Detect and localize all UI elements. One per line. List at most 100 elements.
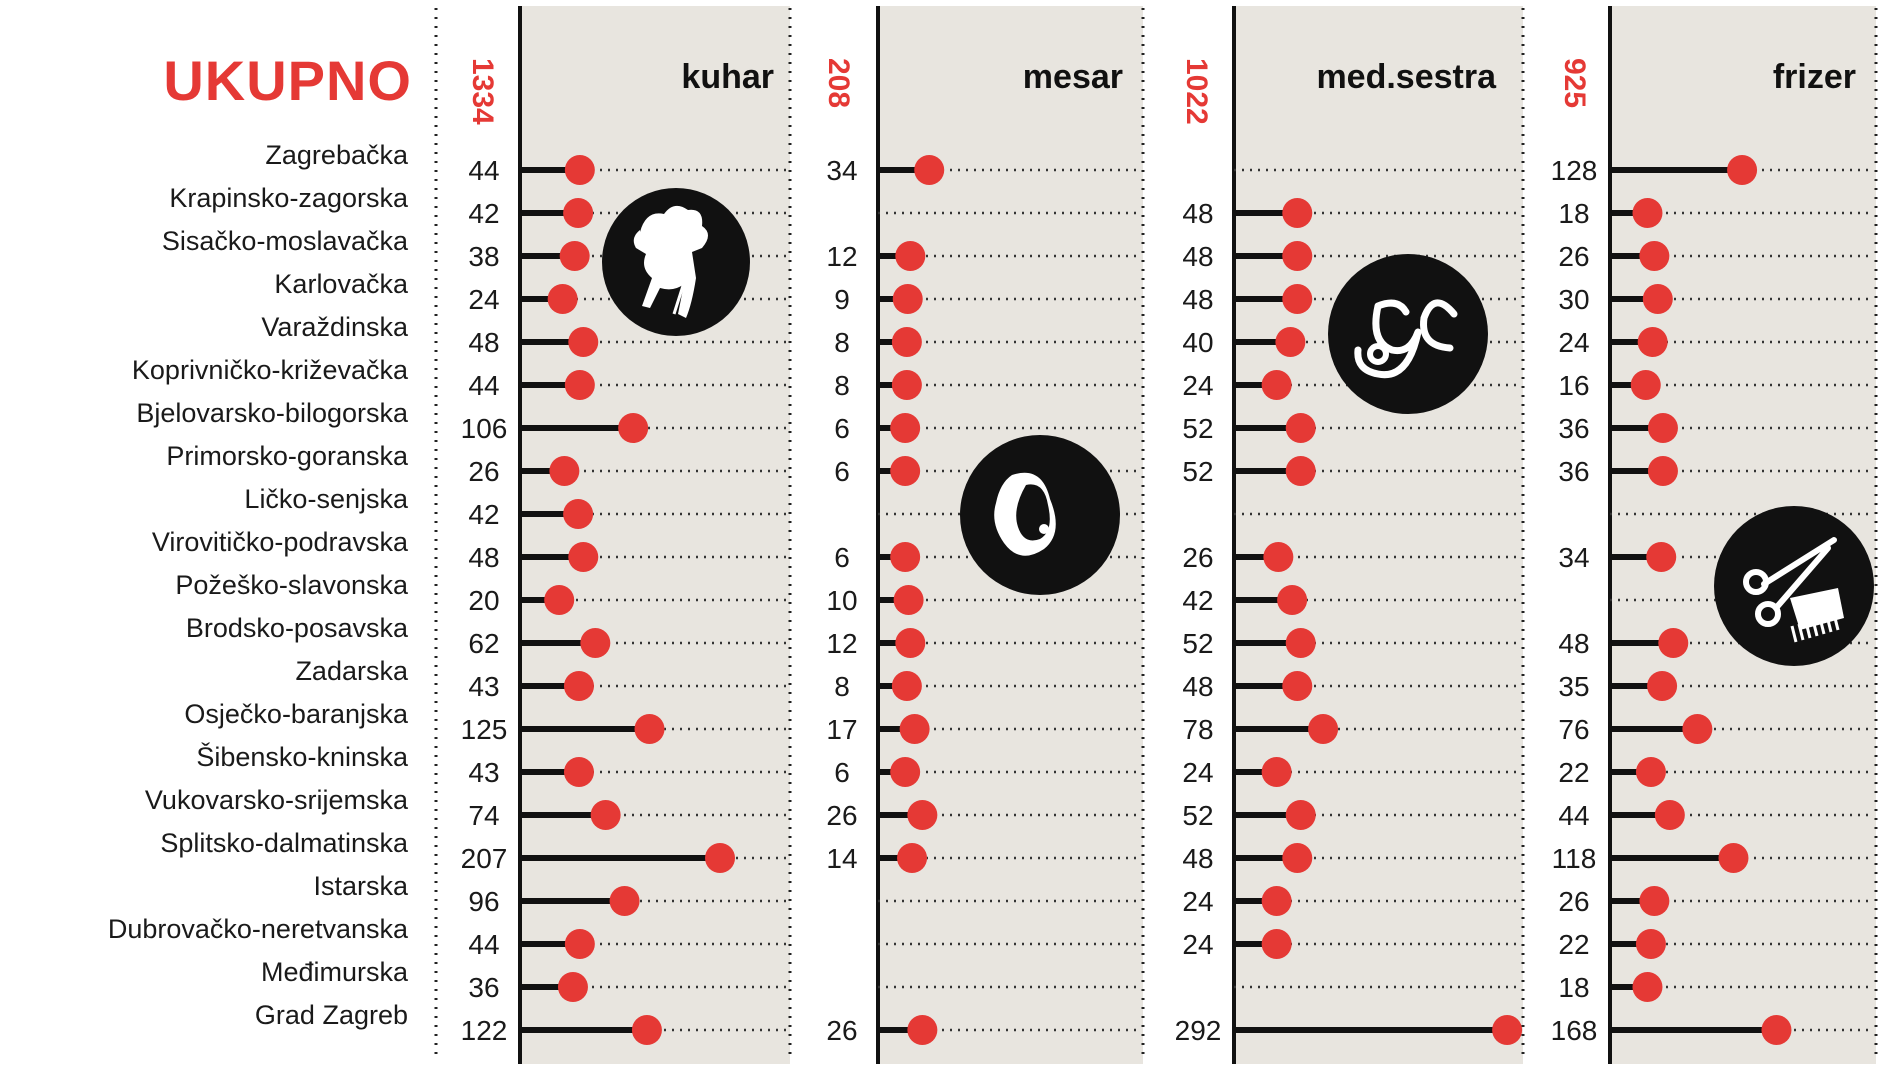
lollipop-dot <box>563 757 594 787</box>
value-label: 168 <box>1551 1015 1598 1046</box>
value-label: 42 <box>1182 585 1213 616</box>
lollipop-marks <box>520 155 1792 1045</box>
lollipop-dot <box>609 886 640 916</box>
lollipop-dot <box>895 241 926 271</box>
panel-background <box>520 6 790 1064</box>
value-label: 52 <box>1182 456 1213 487</box>
value-label: 10 <box>826 585 857 616</box>
lollipop-dot <box>890 413 921 443</box>
panel-title: kuhar <box>681 58 774 96</box>
lollipop-dot <box>1647 456 1678 486</box>
value-label: 35 <box>1558 671 1589 702</box>
lollipop-dot <box>1761 1015 1792 1045</box>
lollipop-dot <box>1275 327 1306 357</box>
lollipop-dot <box>897 843 928 873</box>
region-label: Požeško-slavonska <box>175 570 409 600</box>
lollipop-dot <box>1654 800 1685 830</box>
value-label: 22 <box>1558 929 1589 960</box>
region-label: Karlovačka <box>274 269 409 299</box>
lollipop-dot <box>547 284 578 314</box>
value-label: 24 <box>1558 327 1589 358</box>
lollipop-dot <box>890 542 921 572</box>
value-label: 26 <box>1558 241 1589 272</box>
lollipop-dot <box>580 628 611 658</box>
value-label: 122 <box>461 1015 508 1046</box>
value-label: 26 <box>826 1015 857 1046</box>
lollipop-dot <box>1630 370 1661 400</box>
value-label: 48 <box>1182 843 1213 874</box>
lollipop-dot <box>1647 413 1678 443</box>
stethoscope-icon <box>1328 254 1488 414</box>
series-total: 1022 <box>1180 58 1213 125</box>
value-label: 20 <box>468 585 499 616</box>
value-label: 44 <box>468 155 499 186</box>
value-label: 30 <box>1558 284 1589 315</box>
value-label: 292 <box>1175 1015 1222 1046</box>
value-label: 6 <box>834 542 850 573</box>
value-label: 14 <box>826 843 857 874</box>
lollipop-dot <box>1282 284 1313 314</box>
value-label: 48 <box>1182 198 1213 229</box>
lollipop-dot <box>1635 757 1666 787</box>
chart-labels: UKUPNO Zagrebačka Krapinsko-zagorska Sisač… <box>108 49 1856 1046</box>
value-label: 43 <box>468 671 499 702</box>
value-label: 118 <box>1552 843 1597 874</box>
series-total: 208 <box>822 58 855 108</box>
lollipop-dot <box>890 757 921 787</box>
lollipop-dot <box>1635 929 1666 959</box>
chef-icon <box>602 188 750 336</box>
value-label: 34 <box>1558 542 1589 573</box>
value-label: 24 <box>468 284 499 315</box>
scissors-comb-icon <box>1714 506 1874 666</box>
value-label: 26 <box>826 800 857 831</box>
value-label: 44 <box>468 929 499 960</box>
lollipop-dot <box>1282 843 1313 873</box>
value-label: 24 <box>1182 370 1213 401</box>
lollipop-dot <box>907 800 938 830</box>
lollipop-dot <box>893 585 924 615</box>
lollipop-dot <box>1285 456 1316 486</box>
value-label: 8 <box>834 671 850 702</box>
value-label: 26 <box>1558 886 1589 917</box>
lollipop-dot <box>1639 241 1670 271</box>
value-label: 36 <box>468 972 499 1003</box>
region-label: Vukovarsko-srijemska <box>145 785 409 815</box>
lollipop-dot <box>618 413 649 443</box>
value-label: 96 <box>468 886 499 917</box>
value-label: 48 <box>1558 628 1589 659</box>
region-label: Virovitičko-podravska <box>152 527 409 557</box>
panel-title: med.sestra <box>1316 58 1497 96</box>
meat-icon <box>960 435 1120 595</box>
region-label: Zagrebačka <box>265 140 409 170</box>
region-label: Dubrovačko-neretvanska <box>108 914 409 944</box>
value-label: 74 <box>468 800 499 831</box>
lollipop-dot <box>590 800 621 830</box>
value-label: 44 <box>468 370 499 401</box>
lollipop-dot <box>1282 671 1313 701</box>
lollipop-dot <box>1282 241 1313 271</box>
series-total: 925 <box>1558 58 1591 108</box>
region-label: Brodsko-posavska <box>186 613 409 643</box>
value-label: 12 <box>826 628 857 659</box>
value-label: 128 <box>1551 155 1598 186</box>
value-label: 40 <box>1182 327 1213 358</box>
region-label: Šibensko-kninska <box>196 741 409 772</box>
value-label: 17 <box>826 714 857 745</box>
lollipop-dot <box>544 585 575 615</box>
value-label: 43 <box>468 757 499 788</box>
lollipop-dot <box>1647 671 1678 701</box>
lollipop-dot <box>563 499 594 529</box>
value-label: 48 <box>468 542 499 573</box>
lollipop-dot <box>914 155 945 185</box>
chart-title: UKUPNO <box>163 49 412 112</box>
lollipop-dot <box>1261 370 1292 400</box>
value-label: 26 <box>468 456 499 487</box>
value-label: 26 <box>1182 542 1213 573</box>
lollipop-dot <box>892 284 923 314</box>
value-label: 24 <box>1182 757 1213 788</box>
value-label: 22 <box>1558 757 1589 788</box>
value-label: 24 <box>1182 929 1213 960</box>
value-label: 9 <box>834 284 850 315</box>
lollipop-dot <box>1285 413 1316 443</box>
lollipop-dot <box>1642 284 1673 314</box>
